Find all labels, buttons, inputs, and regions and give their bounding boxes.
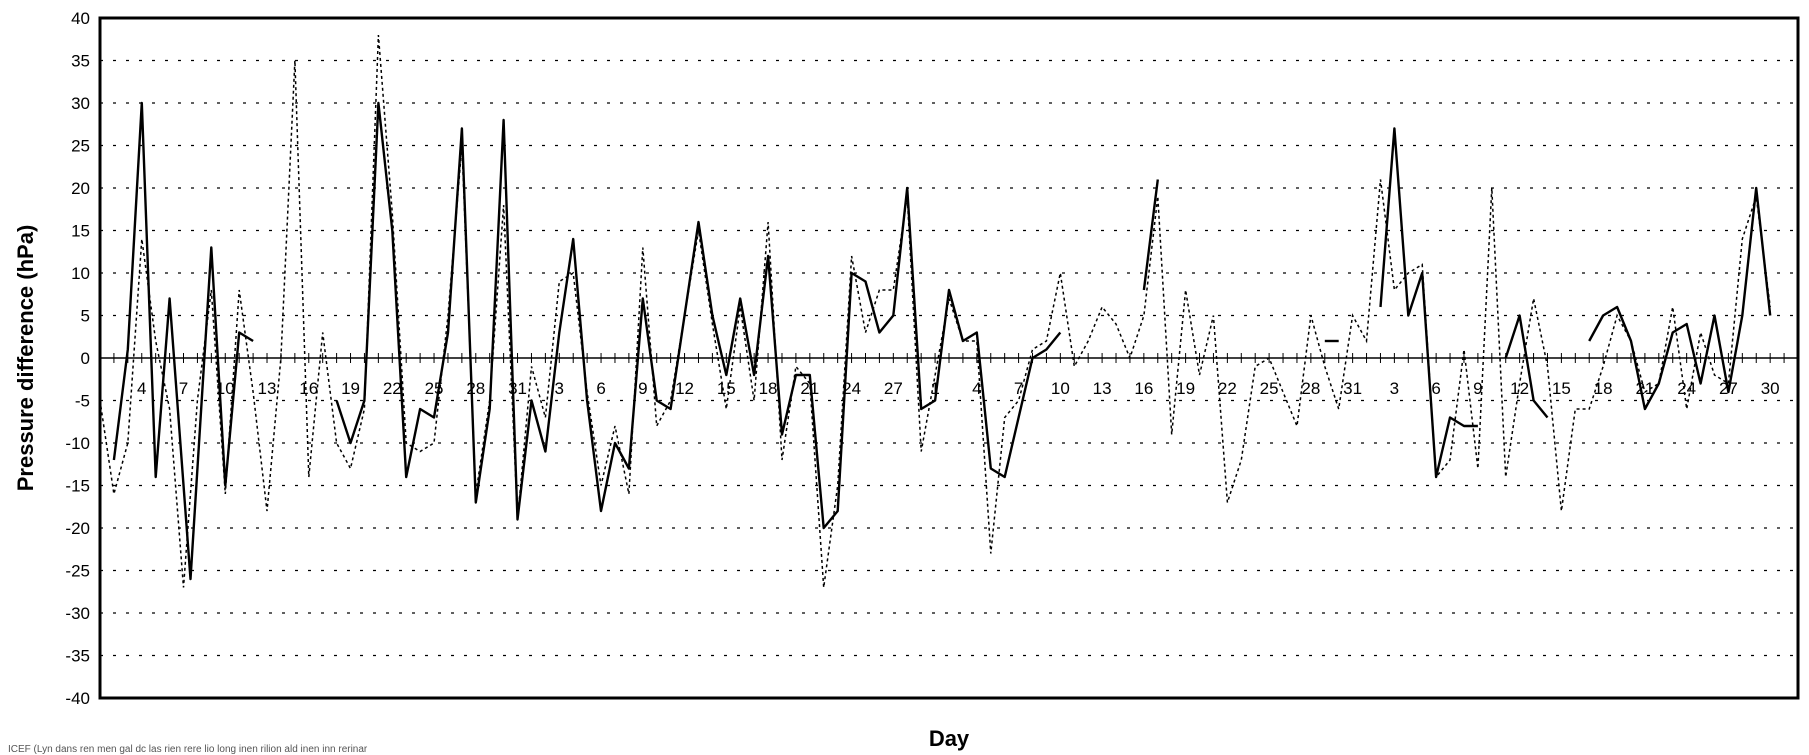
y-axis-ticks: 40 35 30 25 20 15 10 5 0 -5 -10 -15 -20 -25 -30 -35 -40 [65,9,90,708]
x-tick-label: 9 [1473,379,1482,398]
y-tick-label: 15 [71,222,90,241]
x-tick-label: 3 [555,379,564,398]
x-tick-label: 25 [1260,379,1279,398]
x-axis-ticks: 4 7 10 13 16 19 22 25 28 31 3 6 9 12 15 18 21 24 27 1 4 7 10 13… [99,353,1799,398]
x-tick-label: 28 [466,379,485,398]
series-line-solid [112,101,254,581]
x-tick-label: 12 [675,379,694,398]
x-tick-label: 1 [930,379,939,398]
y-tick-label: -5 [75,392,90,411]
x-tick-label: 19 [341,379,360,398]
y-tick-label: -20 [65,519,90,538]
y-tick-label: 5 [81,307,90,326]
x-tick-label: 27 [884,379,903,398]
y-tick-label: 10 [71,264,90,283]
y-tick-label: 40 [71,9,90,28]
x-tick-label: 22 [383,379,402,398]
x-tick-label: 7 [179,379,188,398]
x-tick-label: 7 [1014,379,1023,398]
series-line-solid [1504,314,1549,419]
x-tick-label: 15 [1552,379,1571,398]
plot-frame [98,16,1800,700]
series-lines [99,34,1772,588]
x-tick-label: 6 [1431,379,1440,398]
x-tick-label: 24 [842,379,861,398]
y-tick-label: -35 [65,647,90,666]
series-line-solid [1379,127,1478,479]
y-axis-title: Pressure difference (hPa) [13,225,38,492]
x-tick-label: 28 [1301,379,1320,398]
x-axis-title: Day [929,726,970,751]
y-tick-label: -10 [65,434,90,453]
x-tick-label: 13 [1093,379,1112,398]
x-tick-label: 31 [1343,379,1362,398]
x-tick-label: 16 [1134,379,1153,398]
y-tick-label: 30 [71,94,90,113]
y-tick-label: -15 [65,477,90,496]
y-tick-label: 0 [81,349,90,368]
y-tick-label: 25 [71,137,90,156]
x-tick-label: 4 [137,379,146,398]
x-tick-label: 13 [258,379,277,398]
x-tick-label: 9 [638,379,647,398]
x-tick-label: 12 [1510,379,1529,398]
x-tick-label: 24 [1677,379,1696,398]
series-line-solid [1142,179,1159,291]
x-tick-label: 16 [299,379,318,398]
y-tick-label: 35 [71,52,90,71]
y-tick-label: -40 [65,689,90,708]
x-tick-label: 3 [1390,379,1399,398]
series-line-dotted [99,34,1771,588]
footnote: ICEF (Lyn dans ren men gal dc las rien r… [8,744,368,755]
y-tick-label: -25 [65,562,90,581]
x-tick-label: 10 [1051,379,1070,398]
x-tick-label: 22 [1218,379,1237,398]
x-tick-label: 18 [1594,379,1613,398]
y-tick-label: 20 [71,179,90,198]
x-tick-label: 31 [508,379,527,398]
x-tick-label: 4 [972,379,981,398]
series-line-solid [1588,186,1772,411]
x-tick-label: 15 [717,379,736,398]
x-tick-label: 6 [596,379,605,398]
x-tick-label: 18 [759,379,778,398]
x-tick-label: 30 [1761,379,1780,398]
x-tick-label: 19 [1176,379,1195,398]
y-tick-label: -30 [65,604,90,623]
